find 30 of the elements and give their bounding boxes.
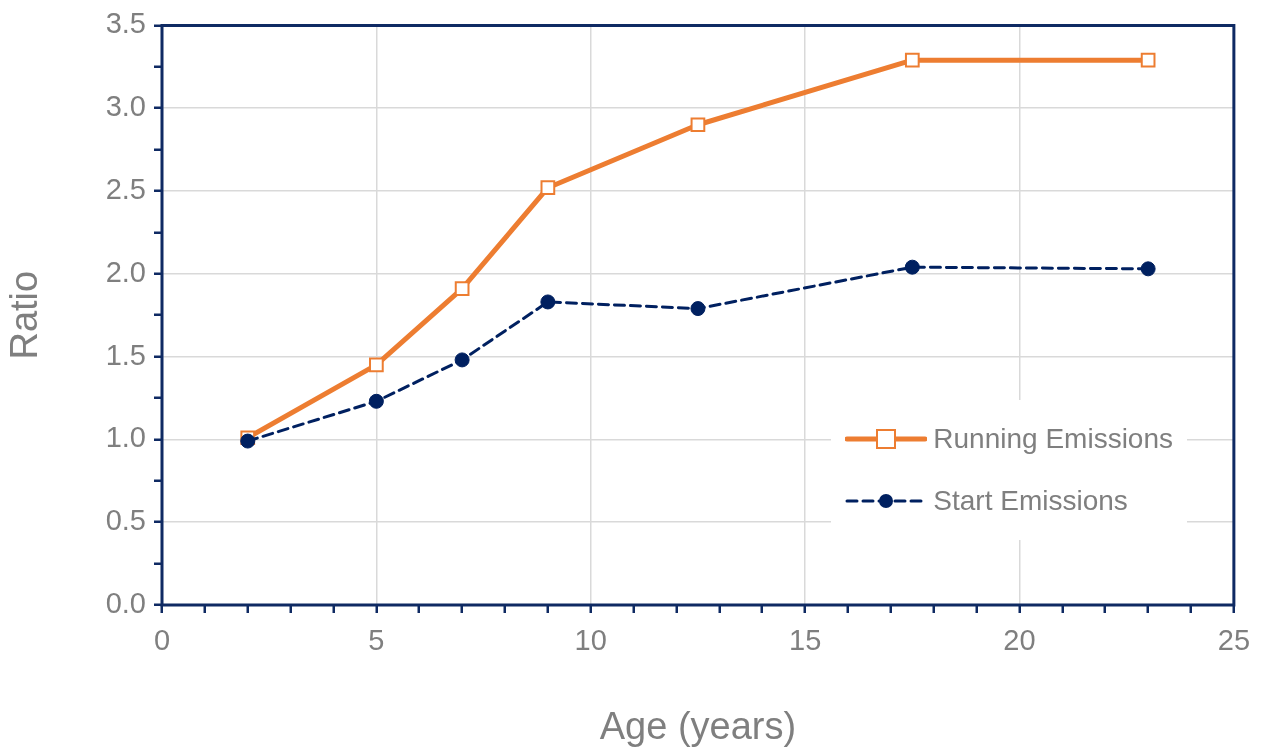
point bbox=[369, 357, 384, 373]
y-tick-label: 1.5 bbox=[105, 338, 146, 371]
y-tick-label: 2.5 bbox=[105, 173, 146, 205]
point bbox=[454, 281, 470, 297]
y-tick-label: 3.5 bbox=[105, 7, 146, 40]
x-tick-label: 0 bbox=[153, 624, 171, 657]
point bbox=[1140, 261, 1156, 277]
y-tick-label: 1.0 bbox=[105, 421, 146, 454]
point bbox=[368, 393, 384, 409]
point bbox=[454, 352, 470, 368]
y-axis-title: Ratio bbox=[3, 270, 46, 360]
y-tick-label: 0.0 bbox=[105, 587, 146, 619]
point bbox=[1140, 52, 1156, 68]
x-tick-label: 15 bbox=[788, 624, 822, 657]
legend-label: Start Emissions bbox=[933, 485, 1128, 517]
point bbox=[540, 180, 556, 196]
y-tick-label: 0.5 bbox=[105, 504, 146, 537]
x-axis-title: Age (years) bbox=[599, 704, 797, 747]
y-tick-label: 2.0 bbox=[105, 255, 146, 288]
point bbox=[690, 301, 706, 317]
x-tick-label: 5 bbox=[368, 624, 385, 657]
legend-label: Running Emissions bbox=[933, 423, 1173, 455]
x-tick-label: 20 bbox=[1003, 624, 1036, 657]
y-tick-label: 3.0 bbox=[105, 90, 146, 123]
point bbox=[904, 259, 920, 275]
x-tick-label: 10 bbox=[574, 624, 607, 657]
point bbox=[904, 52, 920, 68]
point bbox=[540, 294, 556, 310]
point bbox=[690, 117, 706, 133]
x-tick-label: 25 bbox=[1217, 624, 1250, 657]
